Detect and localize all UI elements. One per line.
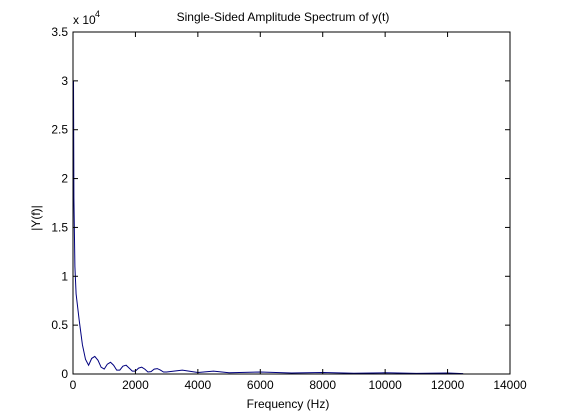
chart-title: Single-Sided Amplitude Spectrum of y(t) bbox=[177, 10, 390, 24]
x-axis-label: Frequency (Hz) bbox=[247, 397, 330, 411]
y-exponent-base: x 10 bbox=[73, 13, 96, 27]
x-tick-label: 8000 bbox=[309, 378, 336, 392]
y-tick-label: 2 bbox=[61, 172, 68, 186]
x-tick-label: 12000 bbox=[431, 378, 465, 392]
plot-area bbox=[73, 32, 510, 374]
y-exponent-power: 4 bbox=[95, 9, 100, 19]
x-tick-label: 14000 bbox=[493, 378, 527, 392]
y-tick-label: 2.5 bbox=[51, 123, 68, 137]
x-tick-label: 4000 bbox=[185, 378, 212, 392]
series-line-0 bbox=[72, 80, 464, 375]
axes: 0 2000 4000 6000 8000 10000 12000 14000 0 0.5 1 1.5… bbox=[51, 25, 527, 392]
y-tick-label: 0 bbox=[61, 367, 68, 381]
y-tick-label: 0.5 bbox=[51, 318, 68, 332]
y-tick-label: 3.5 bbox=[51, 25, 68, 39]
x-tick-label: 2000 bbox=[122, 378, 149, 392]
x-tick-label: 6000 bbox=[247, 378, 274, 392]
x-tick-label: 0 bbox=[70, 378, 77, 392]
x-tick-label: 10000 bbox=[368, 378, 402, 392]
y-tick-label: 1 bbox=[61, 269, 68, 283]
axes-box bbox=[72, 31, 511, 375]
y-tick-label: 3 bbox=[61, 74, 68, 88]
y-tick-label: 1.5 bbox=[51, 220, 68, 234]
y-axis-label: |Y(f)| bbox=[29, 205, 43, 231]
